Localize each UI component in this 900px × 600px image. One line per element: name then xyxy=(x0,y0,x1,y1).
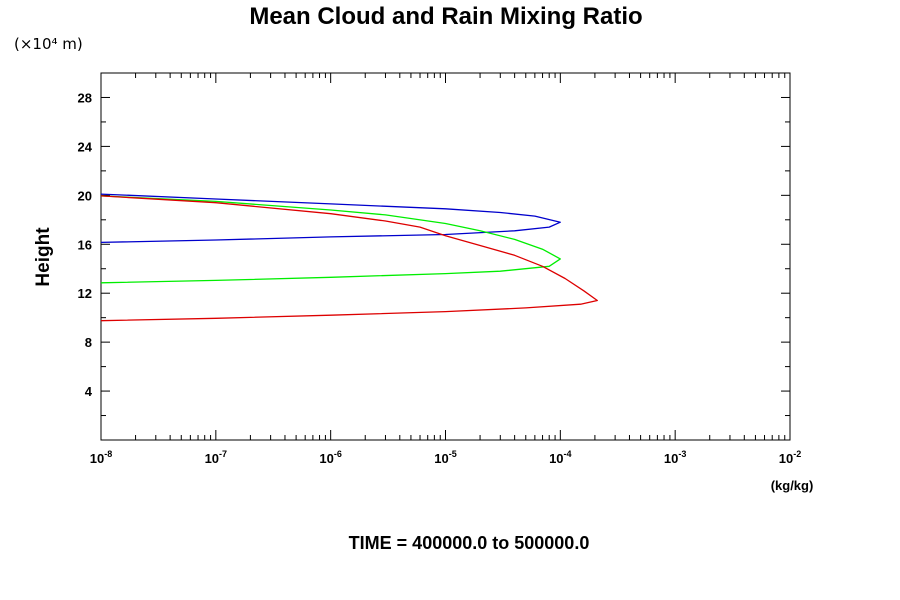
y-tick-label: 16 xyxy=(78,237,92,252)
x-tick-label: 10-8 xyxy=(90,449,112,466)
y-tick-label: 4 xyxy=(85,384,93,399)
chart-title: Mean Cloud and Rain Mixing Ratio xyxy=(249,3,642,30)
x-tick-label: 10-3 xyxy=(664,449,686,466)
x-tick-label: 10-2 xyxy=(779,449,801,466)
series-line-2 xyxy=(100,195,561,284)
x-tick-label: 10-4 xyxy=(549,449,571,466)
y-tick-label: 24 xyxy=(78,139,93,154)
y-axis-label: Height xyxy=(33,227,54,287)
series-line-3 xyxy=(100,195,598,322)
x-tick-label: 10-6 xyxy=(319,449,341,466)
plot-area: 4 8 12 16 20 24 28 10-8 10-7 10-6 10-5 10-4 10-3 10-2 xyxy=(78,72,801,466)
y-tick-label: 28 xyxy=(78,90,92,105)
y-tick-label: 12 xyxy=(78,286,92,301)
time-range-label: TIME = 400000.0 to 500000.0 xyxy=(349,533,590,553)
x-tick-label: 10-5 xyxy=(434,449,456,466)
y-tick-label: 20 xyxy=(78,188,92,203)
plot-frame xyxy=(100,72,791,441)
y-tick-label: 8 xyxy=(85,335,92,350)
x-tick-label: 10-7 xyxy=(205,449,227,466)
x-axis-unit-label: (kg/kg) xyxy=(771,478,814,493)
y-scale-note: (×10⁴ m) xyxy=(14,35,83,53)
series-line-1 xyxy=(100,193,561,244)
